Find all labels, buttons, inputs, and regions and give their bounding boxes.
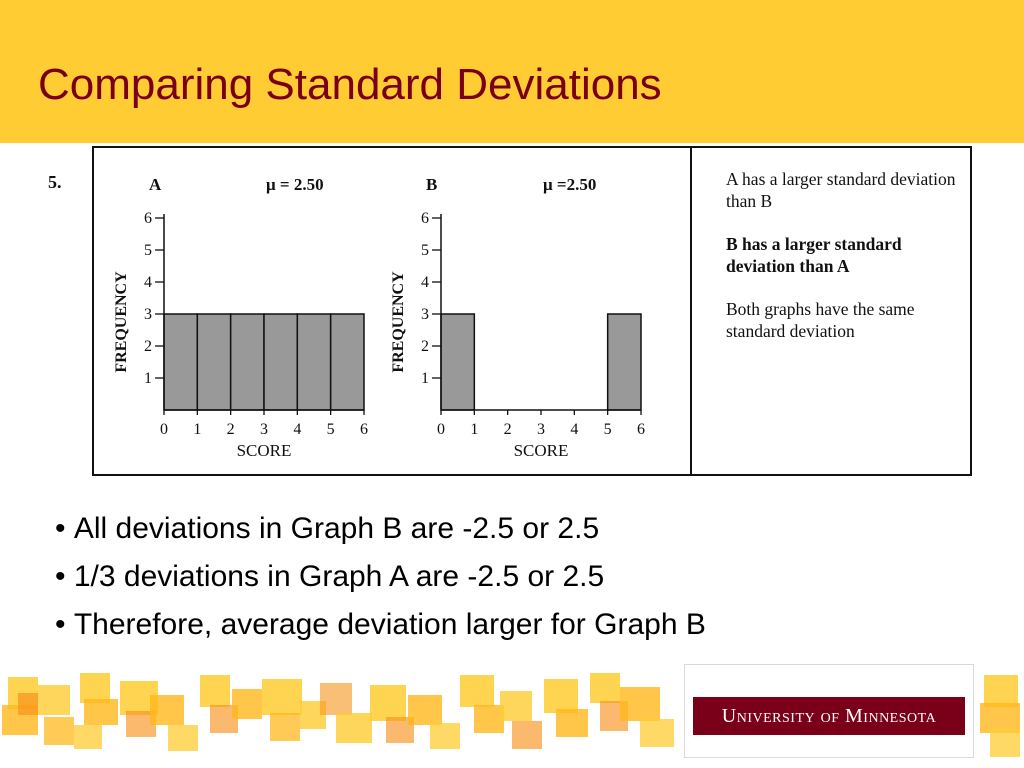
question-number: 5.	[48, 172, 62, 192]
university-logo-text: University of Minnesota	[721, 704, 937, 727]
y-tick-label: 1	[144, 370, 152, 387]
university-logo: University of Minnesota	[693, 697, 965, 735]
mean-annotation: μ = 2.50	[266, 175, 324, 194]
y-tick-label: 4	[144, 274, 152, 291]
y-axis-label: FREQUENCY	[113, 271, 130, 373]
bullet-item: 1/3 deviations in Graph A are -2.5 or 2.…	[55, 553, 706, 601]
histogram-bar	[329, 313, 365, 411]
x-tick-label: 5	[327, 421, 335, 438]
mean-annotation: μ =2.50	[543, 175, 596, 194]
x-tick-label: 3	[537, 421, 545, 438]
histogram-bar	[606, 313, 642, 411]
decorative-squares	[2, 673, 1020, 757]
histogram-bar	[163, 313, 199, 411]
title-banner: Comparing Standard Deviations	[0, 0, 1024, 143]
x-tick-label: 1	[470, 421, 478, 438]
decorative-squares-pattern	[2, 673, 1020, 757]
figure-divider	[690, 148, 692, 474]
choice-same: Both graphs have the same standard devia…	[726, 298, 915, 341]
x-tick-label: 0	[160, 421, 168, 438]
x-tick-label: 6	[360, 421, 368, 438]
slide-title: Comparing Standard Deviations	[38, 60, 662, 109]
y-tick-label: 6	[144, 210, 152, 227]
y-tick-label: 3	[144, 306, 152, 323]
x-tick-label: 4	[293, 421, 301, 438]
y-tick-label: 5	[144, 242, 152, 259]
x-axis-label: SCORE	[514, 441, 569, 460]
bullet-list: All deviations in Graph B are -2.5 or 2.…	[55, 505, 706, 649]
bullet-item: All deviations in Graph B are -2.5 or 2.…	[55, 505, 706, 553]
x-tick-label: 4	[570, 421, 578, 438]
choice-a-larger: A has a larger standard deviation than B	[726, 169, 956, 212]
y-tick-label: 1	[421, 370, 429, 387]
y-axis-label: FREQUENCY	[390, 271, 407, 373]
y-tick-label: 2	[421, 338, 429, 355]
x-tick-label: 1	[193, 421, 201, 438]
y-tick-label: 4	[421, 274, 429, 291]
histogram-bar	[196, 313, 232, 411]
y-tick-label: 5	[421, 242, 429, 259]
histogram-bar	[263, 313, 299, 411]
y-tick-label: 6	[421, 210, 429, 227]
y-tick-label: 3	[421, 306, 429, 323]
histogram-bar	[296, 313, 332, 411]
y-tick-label: 2	[144, 338, 152, 355]
x-tick-label: 2	[504, 421, 512, 438]
x-tick-label: 2	[227, 421, 235, 438]
histogram-bar	[440, 313, 476, 411]
histogram-bar	[229, 313, 265, 411]
answer-choices: A has a larger standard deviation than B…	[726, 168, 966, 362]
chart-title: A	[149, 175, 162, 194]
x-tick-label: 3	[260, 421, 268, 438]
chart-title: B	[426, 175, 437, 194]
logo-panel: University of Minnesota	[684, 664, 974, 758]
x-tick-label: 5	[604, 421, 612, 438]
x-tick-label: 0	[437, 421, 445, 438]
x-tick-label: 6	[637, 421, 645, 438]
choice-b-larger: B has a larger standard deviation than A	[726, 233, 902, 277]
x-axis-label: SCORE	[237, 441, 292, 460]
bullet-item: Therefore, average deviation larger for …	[55, 601, 706, 649]
